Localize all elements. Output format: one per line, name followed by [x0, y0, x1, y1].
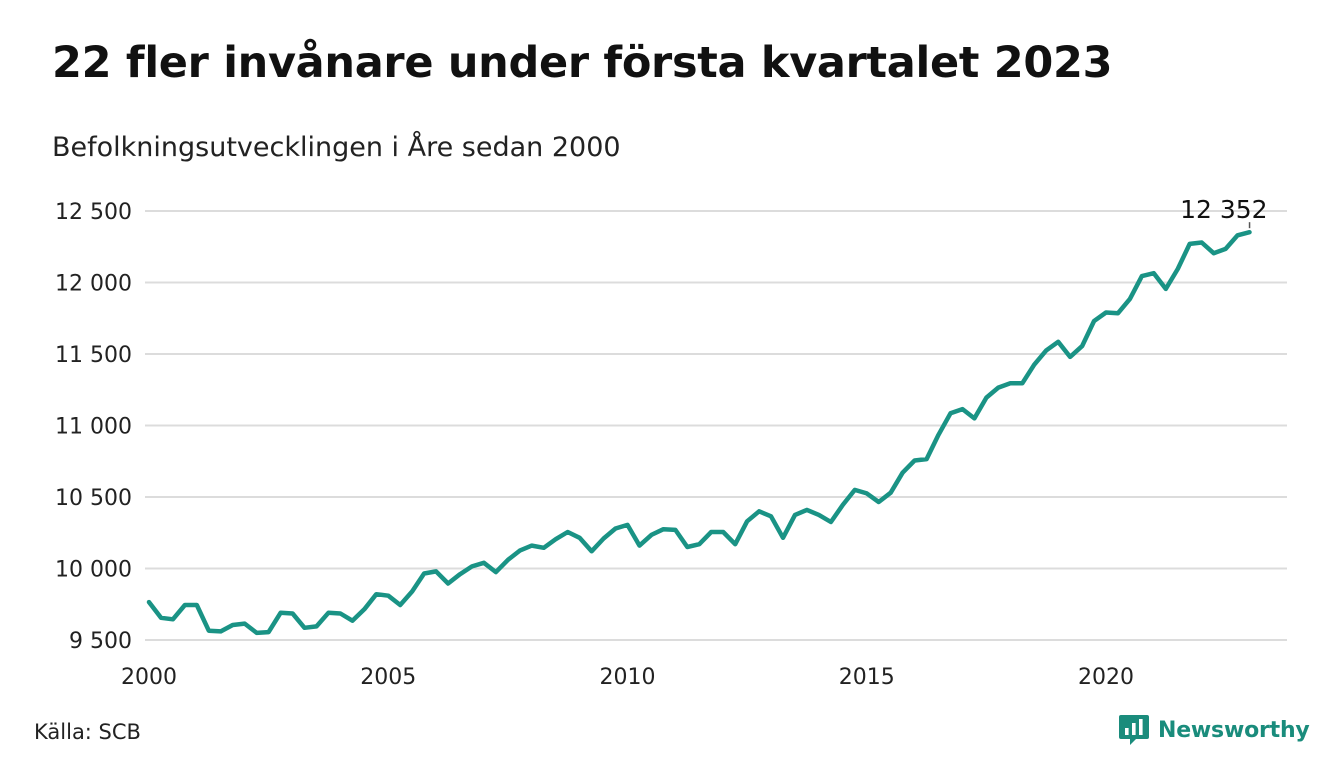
line-chart: 9 500 10 000 10 500 11 000 11 500 12 000 12 50…	[55, 195, 1287, 690]
y-tick-label: 12 500	[55, 200, 132, 225]
newsworthy-logo-icon	[1119, 715, 1149, 745]
x-axis-ticks: 2000 2005 2010 2015 2020	[121, 665, 1134, 690]
series-group	[146, 229, 1252, 636]
series-line	[146, 229, 1252, 636]
y-tick-label: 10 000	[55, 558, 132, 583]
newsworthy-logo[interactable]: Newsworthy	[1118, 713, 1310, 747]
chart-subtitle: Befolkningsutvecklingen i Åre sedan 2000	[52, 132, 621, 163]
source-note: Källa: SCB	[34, 720, 141, 744]
x-tick-label: 2005	[360, 665, 416, 690]
x-tick-label: 2000	[121, 665, 177, 690]
y-tick-label: 9 500	[69, 629, 132, 654]
y-tick-label: 11 500	[55, 343, 132, 368]
y-tick-label: 10 500	[55, 486, 132, 511]
annotations: 12 352	[1180, 195, 1268, 229]
y-tick-label: 12 000	[55, 272, 132, 297]
chart-title: 22 fler invånare under första kvartalet …	[52, 38, 1113, 88]
x-tick-label: 2015	[839, 665, 895, 690]
newsworthy-logo-text: Newsworthy	[1158, 717, 1310, 743]
grid-lines	[145, 210, 1287, 641]
y-tick-label: 11 000	[55, 415, 132, 440]
y-axis-ticks: 9 500 10 000 10 500 11 000 11 500 12 000 12 50…	[55, 200, 132, 654]
x-tick-label: 2020	[1078, 665, 1134, 690]
x-tick-label: 2010	[600, 665, 656, 690]
end-value-label: 12 352	[1180, 195, 1267, 224]
